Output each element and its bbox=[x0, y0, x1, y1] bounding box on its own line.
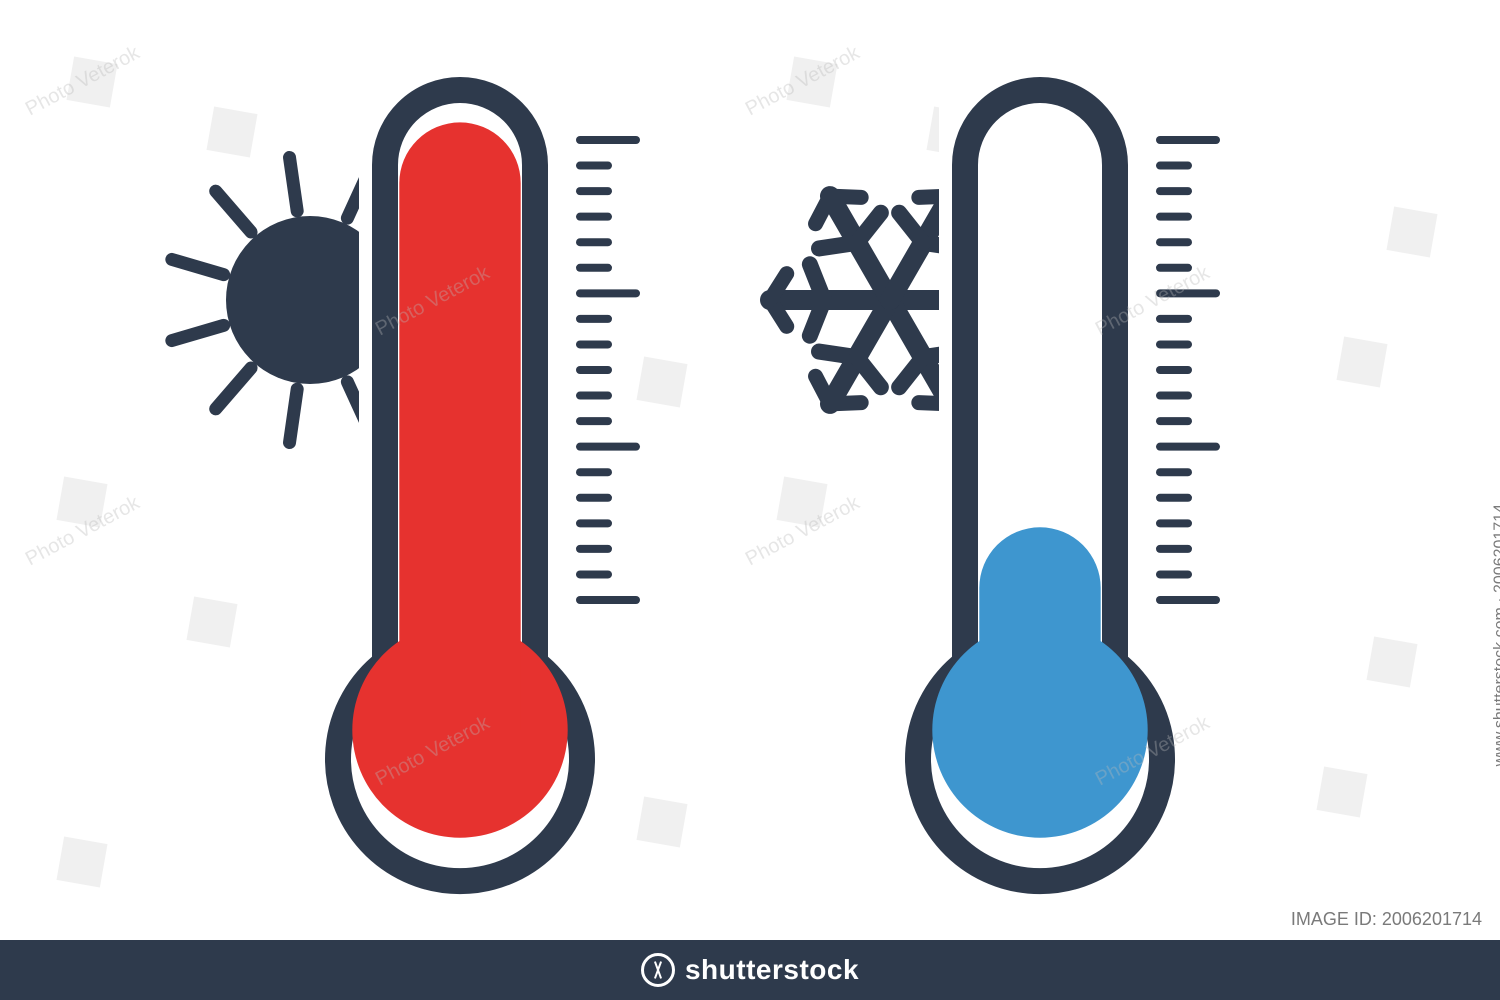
infographic-canvas: Photo Veterok Photo Veterok Photo Veterok P… bbox=[0, 0, 1500, 1000]
watermark-artist: Photo Veterok bbox=[1092, 712, 1214, 791]
watermark-layer: Photo Veterok Photo Veterok Photo Veterok P… bbox=[0, 0, 1500, 1000]
watermark-artist: Photo Veterok bbox=[372, 712, 494, 791]
watermark-artist: Photo Veterok bbox=[372, 262, 494, 341]
shutterstock-logo-icon bbox=[641, 953, 675, 987]
side-url-label: www.shutterstock.com · 2006201714 bbox=[1491, 500, 1500, 766]
watermark-artist: Photo Veterok bbox=[22, 492, 144, 571]
watermark-artist: Photo Veterok bbox=[742, 492, 864, 571]
footer-brand-text: shutterstock bbox=[685, 954, 859, 986]
footer-logo: shutterstock bbox=[641, 953, 859, 987]
watermark-artist: Photo Veterok bbox=[22, 42, 144, 121]
watermark-artist: Photo Veterok bbox=[742, 42, 864, 121]
image-id-label: IMAGE ID: 2006201714 bbox=[1291, 909, 1482, 930]
watermark-artist: Photo Veterok bbox=[1092, 262, 1214, 341]
footer-bar: shutterstock bbox=[0, 940, 1500, 1000]
